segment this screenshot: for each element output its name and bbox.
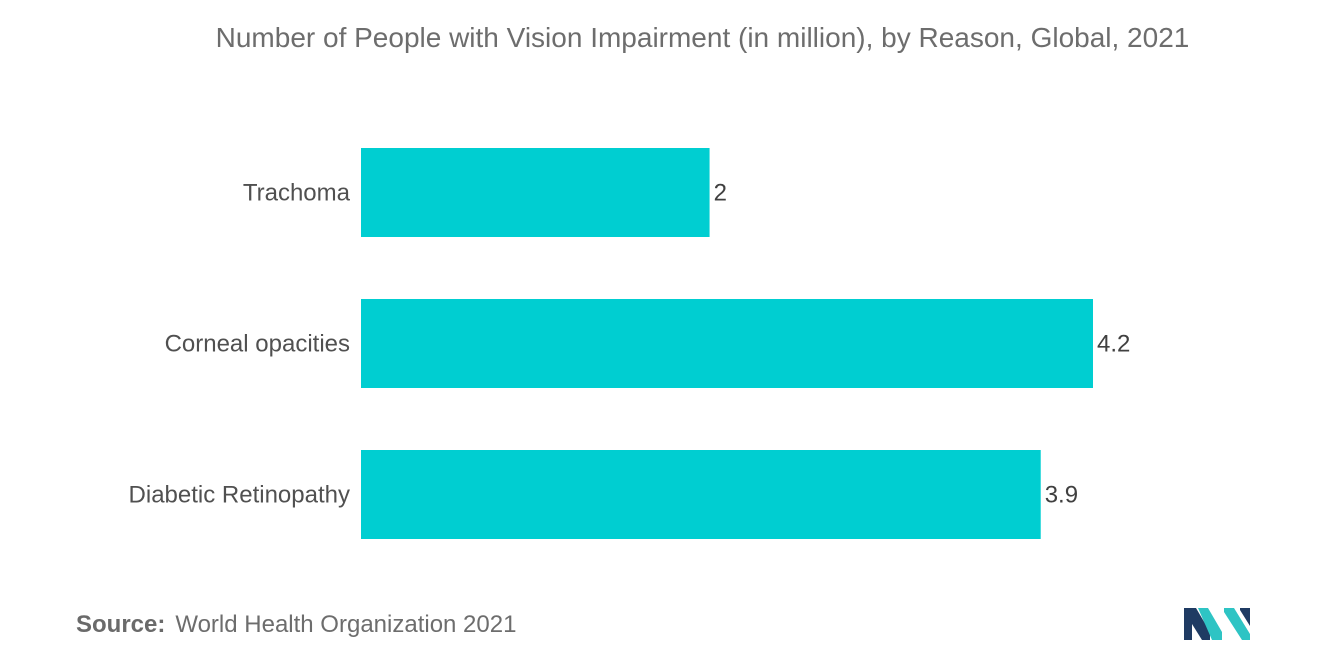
- category-label-trachoma: Trachoma: [243, 180, 351, 207]
- category-label-corneal-opacities: Corneal opacities: [165, 331, 350, 358]
- value-label-trachoma: 2: [714, 180, 727, 207]
- logo-left-stroke: [1184, 608, 1210, 640]
- bar-trachoma: [361, 148, 710, 237]
- bars-layer: [361, 148, 1093, 539]
- chart-title: Number of People with Vision Impairment …: [215, 22, 1190, 53]
- source-text: World Health Organization 2021: [175, 611, 517, 638]
- source-note: Source: World Health Organization 2021: [76, 611, 516, 639]
- category-label-diabetic-retinopathy: Diabetic Retinopathy: [129, 482, 350, 509]
- bar-diabetic-retinopathy: [361, 450, 1041, 539]
- logo-right-stroke: [1224, 608, 1250, 640]
- labels-layer: Trachoma 2 Corneal opacities 4.2 Diabetic Re…: [129, 180, 1131, 509]
- source-label: Source:: [76, 611, 166, 638]
- logo-mid-stroke: [1198, 608, 1222, 640]
- value-label-corneal-opacities: 4.2: [1097, 331, 1130, 358]
- bar-corneal-opacities: [361, 299, 1093, 388]
- logo-right-bar: [1240, 608, 1250, 626]
- value-label-diabetic-retinopathy: 3.9: [1045, 482, 1078, 509]
- mordor-intelligence-logo-icon: [1184, 608, 1250, 640]
